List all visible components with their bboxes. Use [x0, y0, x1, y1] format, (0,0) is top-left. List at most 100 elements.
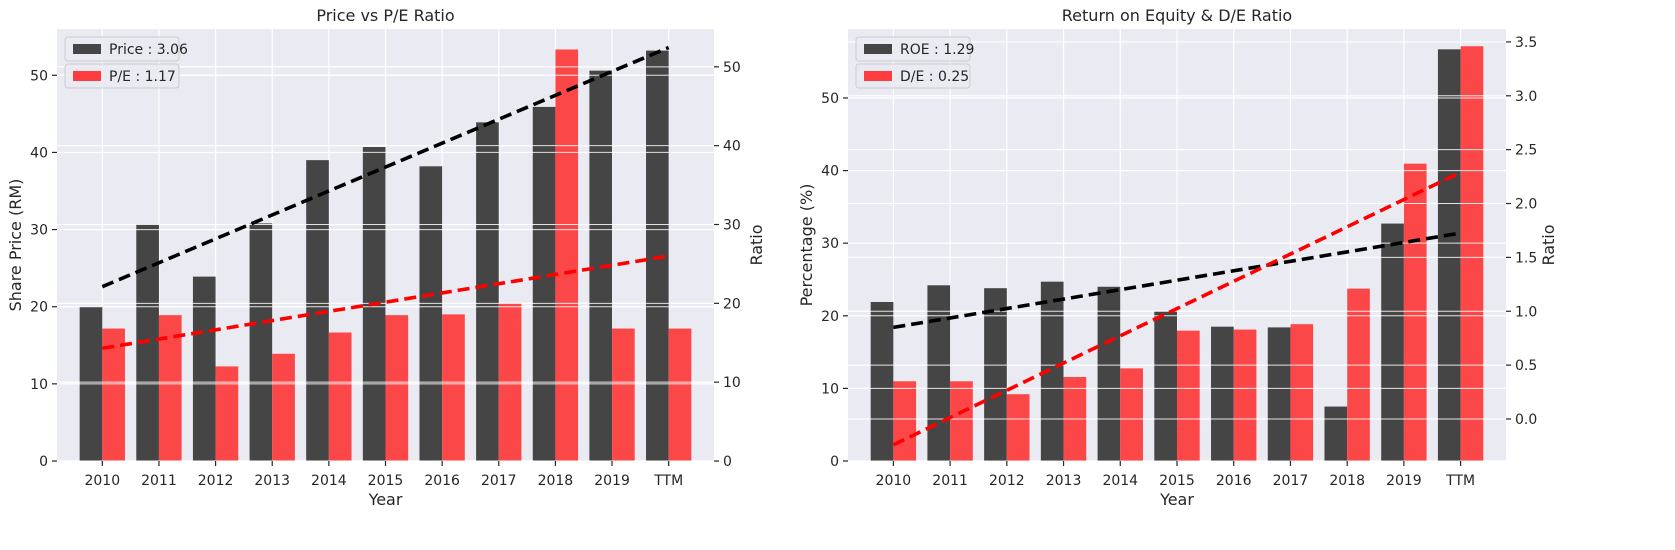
legend-label: P/E : 1.17 [109, 69, 176, 85]
y2-tick-label: 1.5 [1515, 250, 1537, 266]
x-tick-label: 2010 [84, 473, 120, 489]
bar-pe-2013 [272, 353, 295, 461]
bar-de-2012 [1006, 394, 1030, 461]
bar-price-TTM [646, 50, 669, 461]
bar-roe-2013 [1040, 281, 1064, 461]
y2-tick-label: 0.5 [1515, 358, 1537, 374]
legend-swatch [73, 71, 101, 81]
bar-roe-2010 [870, 301, 894, 461]
x-tick-label: 2011 [932, 473, 968, 489]
trendline-left [893, 231, 1461, 330]
y2-tick-label: 1.0 [1515, 304, 1537, 320]
y-tick-label: 20 [30, 300, 48, 316]
bar-pe-2015 [385, 315, 409, 461]
x-tick-label: 2014 [311, 473, 347, 489]
legend-swatch [864, 44, 892, 54]
bar-de-2010 [893, 381, 917, 461]
x-tick-label: 2015 [1159, 473, 1195, 489]
x-tick-label: 2018 [538, 473, 574, 489]
bar-de-2015 [1177, 330, 1200, 461]
bar-pe-2011 [158, 315, 182, 461]
y-tick-label: 30 [821, 236, 839, 252]
x-tick-label: 2019 [594, 473, 630, 489]
y2-tick-label: 3.5 [1515, 35, 1537, 51]
x-tick-label: 2011 [141, 473, 177, 489]
y2-tick-label: 10 [723, 375, 741, 391]
x-axis-label: Year [368, 490, 403, 509]
bar-de-TTM [1460, 46, 1484, 461]
x-tick-label: 2015 [368, 473, 404, 489]
bar-de-2016 [1233, 329, 1257, 461]
bar-pe-2012 [215, 366, 239, 461]
bar-pe-2018 [555, 49, 579, 462]
trendline-right [892, 170, 1462, 447]
x-tick-label: 2012 [198, 473, 234, 489]
chart-title: Return on Equity & D/E Ratio [1062, 6, 1292, 25]
x-tick-label: 2016 [424, 473, 460, 489]
y-tick-label: 50 [30, 68, 48, 84]
x-tick-label: 2010 [876, 473, 912, 489]
legend-box [64, 36, 180, 62]
x-tick-label: TTM [1445, 473, 1475, 489]
bar-de-2017 [1290, 324, 1314, 461]
y-axis-label: Share Price (RM) [6, 179, 25, 312]
y-tick-label: 0 [830, 454, 839, 470]
y-tick-label: 20 [821, 309, 839, 325]
bar-price-2012 [192, 276, 216, 461]
y-tick-label: 30 [30, 223, 48, 239]
y2-tick-label: 2.5 [1515, 143, 1537, 159]
y2-tick-label: 40 [723, 139, 741, 155]
y-tick-label: 50 [821, 91, 839, 107]
legend-box [64, 63, 180, 89]
bar-de-2011 [950, 381, 973, 461]
x-tick-label: 2018 [1329, 473, 1365, 489]
x-tick-label: 2016 [1216, 473, 1252, 489]
x-axis-label: Year [1159, 490, 1194, 509]
bar-pe-2010 [102, 328, 125, 461]
y2-axis-label: Ratio [747, 224, 766, 265]
legend-swatch [864, 71, 892, 81]
trendline-left [101, 45, 670, 289]
bar-price-2018 [532, 106, 556, 462]
bar-roe-2019 [1381, 223, 1404, 461]
y2-tick-label: 30 [723, 218, 741, 234]
bar-pe-2019 [612, 328, 635, 461]
bar-price-2014 [306, 160, 329, 461]
x-tick-label: 2019 [1386, 473, 1422, 489]
bar-roe-2015 [1154, 311, 1177, 461]
y-tick-label: 0 [39, 454, 48, 470]
legend-box [855, 63, 971, 89]
legend-label: D/E : 0.25 [900, 69, 969, 85]
y-tick-label: 10 [30, 377, 48, 393]
x-tick-label: 2013 [254, 473, 290, 489]
x-tick-label: 2012 [989, 473, 1025, 489]
x-tick-label: 2013 [1046, 473, 1082, 489]
legend-label: Price : 3.06 [109, 42, 188, 58]
bar-roe-2016 [1211, 326, 1234, 461]
bar-de-2019 [1403, 163, 1427, 462]
legend-label: ROE : 1.29 [900, 42, 974, 58]
y-axis-label: Percentage (%) [797, 184, 816, 307]
bar-pe-TTM [668, 328, 692, 461]
y2-axis-label: Ratio [1539, 224, 1558, 265]
y-tick-label: 40 [821, 164, 839, 180]
bar-roe-2014 [1097, 286, 1121, 461]
legend-box [855, 36, 971, 62]
chart-title: Price vs P/E Ratio [316, 6, 454, 25]
bar-de-2014 [1120, 368, 1143, 461]
y2-tick-label: 50 [723, 60, 741, 76]
y2-tick-label: 20 [723, 296, 741, 312]
x-tick-label: 2017 [1273, 473, 1309, 489]
bar-pe-2016 [442, 314, 465, 461]
x-tick-label: 2014 [1102, 473, 1138, 489]
bar-roe-2011 [927, 285, 951, 461]
bar-roe-2012 [984, 288, 1007, 461]
trendline-right [102, 254, 669, 351]
y2-tick-label: 0.0 [1515, 412, 1537, 428]
bar-roe-2017 [1267, 327, 1291, 461]
y-tick-label: 40 [30, 145, 48, 161]
x-tick-label: TTM [653, 473, 683, 489]
bar-roe-TTM [1437, 49, 1461, 462]
bar-price-2016 [419, 166, 443, 462]
